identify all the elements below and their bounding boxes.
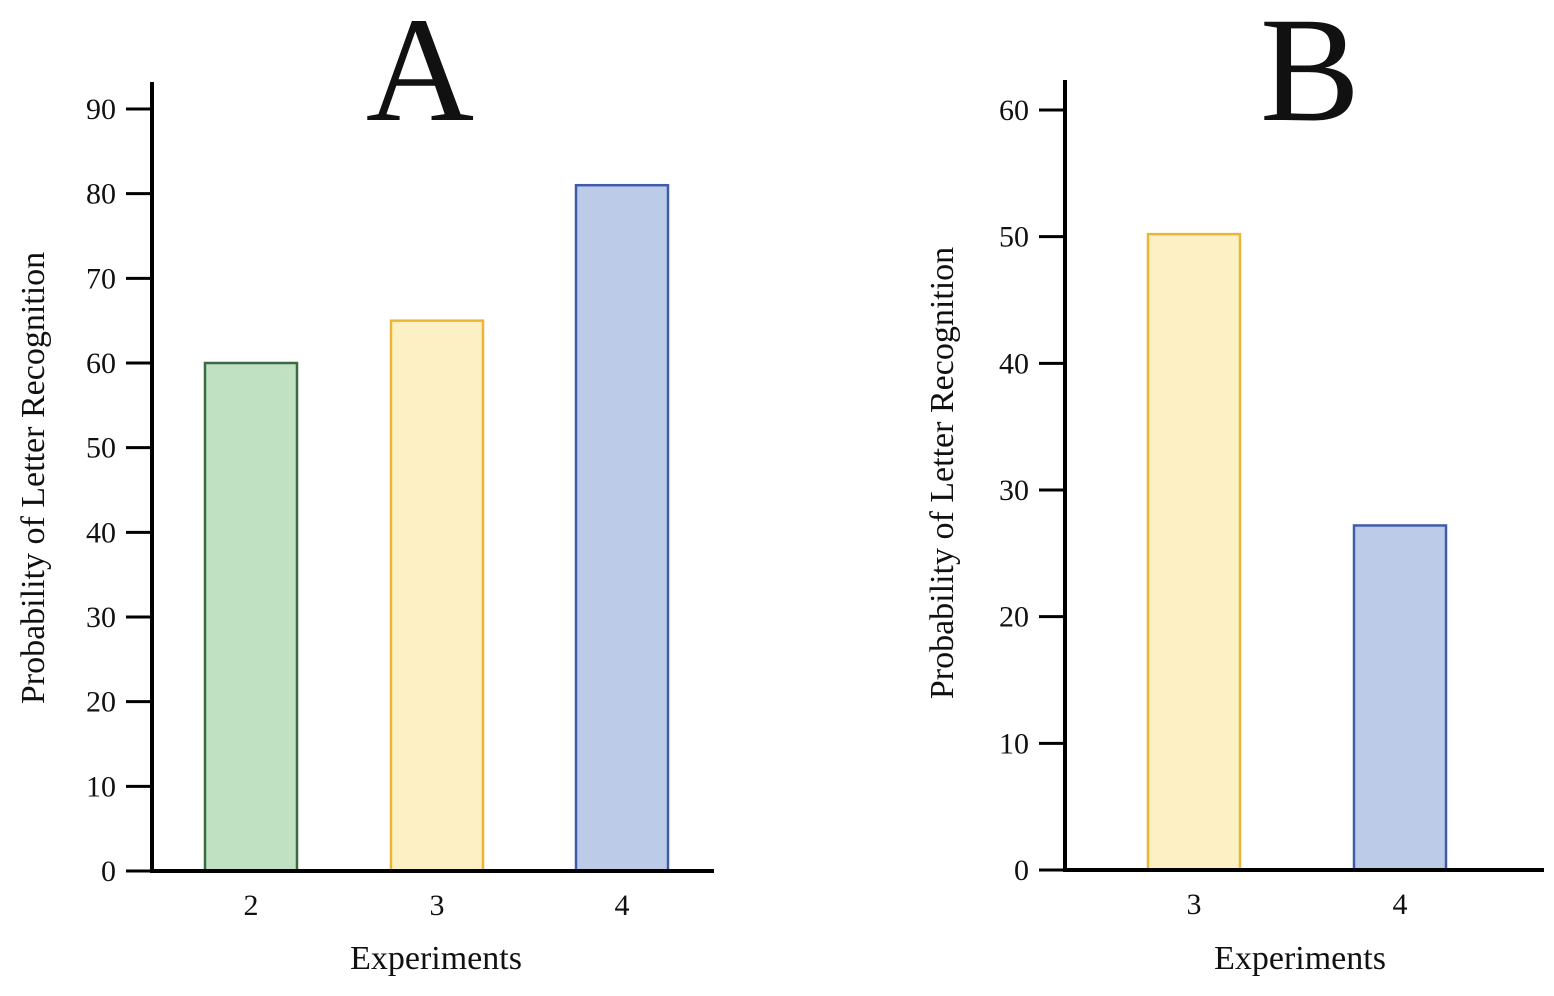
panel-b-x-tick-label: 3 [1187,888,1202,921]
panel-b-y-tick-label: 0 [1014,854,1029,887]
panel-a-y-tick-label: 70 [86,262,116,295]
panel-b-y-tick-label: 40 [999,347,1029,380]
panel-a-y-axis-title: Probability of Letter Recognition [15,252,52,704]
panel-b-x-tick-label: 4 [1393,888,1408,921]
panel-a-y-tick-label: 20 [86,686,116,719]
panel-a: A Probability of Letter Recognition Expe… [15,0,714,977]
panel-b-y-tick-label: 20 [999,601,1029,634]
panel-b-y-axis-title: Probability of Letter Recognition [924,247,961,699]
panel-a-x-axis-title: Experiments [350,940,522,977]
panel-b-label: B [1260,0,1360,153]
panel-b-y-tick-label: 30 [999,474,1029,507]
panel-b-bar-4 [1352,524,1448,872]
panel-a-x-tick-label: 4 [615,889,630,922]
panel-a-y-tick-label: 80 [86,178,116,211]
panel-a-y-tick-label: 10 [86,770,116,803]
panel-a-y-tick-label: 60 [86,347,116,380]
panel-a-bar-3 [389,319,485,873]
panel-b-y-tick-label: 50 [999,221,1029,254]
panel-b-y-tick-label: 10 [999,727,1029,760]
panel-b-bar-3 [1146,232,1242,872]
panel-a-y-tick-label: 30 [86,601,116,634]
panel-a-y-tick-label: 0 [101,855,116,888]
panel-a-x-tick-label: 3 [430,889,445,922]
panel-b-y-tick-label: 60 [999,94,1029,127]
panel-a-y-tick-label: 50 [86,432,116,465]
panel-a-label: A [366,0,474,153]
panel-a-y-tick-label: 90 [86,93,116,126]
panel-b-x-axis-title: Experiments [1214,940,1386,977]
panel-a-y-tick-label: 40 [86,516,116,549]
panel-a-bar-4 [574,183,670,873]
panel-a-x-tick-label: 2 [244,889,259,922]
panel-b: B Probability of Letter Recognition Expe… [924,0,1544,977]
panel-a-bar-2 [203,361,299,873]
